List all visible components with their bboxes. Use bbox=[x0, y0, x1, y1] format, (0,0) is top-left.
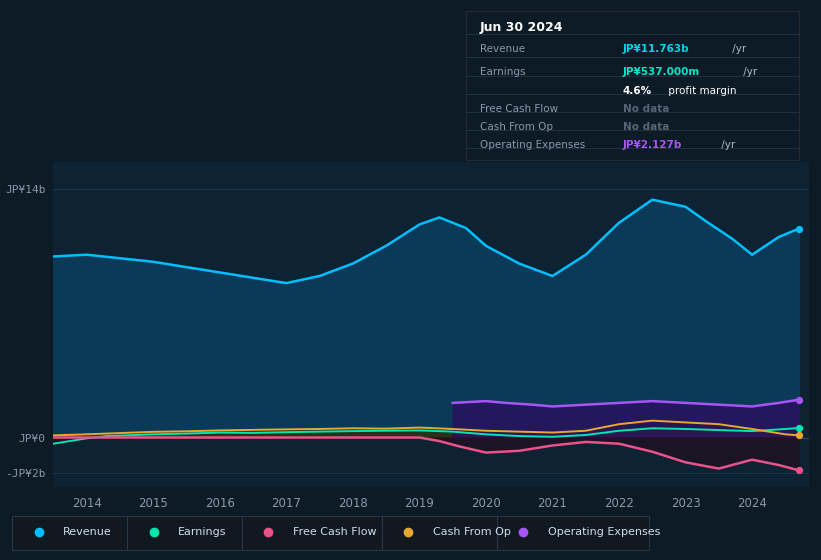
Point bbox=[792, 224, 805, 233]
Point bbox=[792, 466, 805, 475]
Text: /yr: /yr bbox=[740, 67, 757, 77]
Text: 4.6%: 4.6% bbox=[622, 86, 652, 96]
Text: Free Cash Flow: Free Cash Flow bbox=[293, 527, 377, 537]
Text: No data: No data bbox=[622, 104, 669, 114]
FancyBboxPatch shape bbox=[382, 516, 497, 550]
Text: Operating Expenses: Operating Expenses bbox=[548, 527, 660, 537]
Text: Jun 30 2024: Jun 30 2024 bbox=[479, 21, 563, 34]
Text: Earnings: Earnings bbox=[479, 67, 525, 77]
Text: JP¥537.000m: JP¥537.000m bbox=[622, 67, 699, 77]
Text: Operating Expenses: Operating Expenses bbox=[479, 140, 585, 150]
Point bbox=[792, 423, 805, 432]
Text: No data: No data bbox=[622, 122, 669, 132]
Text: Free Cash Flow: Free Cash Flow bbox=[479, 104, 557, 114]
Text: JP¥11.763b: JP¥11.763b bbox=[622, 44, 690, 54]
Text: /yr: /yr bbox=[729, 44, 746, 54]
Text: Revenue: Revenue bbox=[63, 527, 112, 537]
Text: profit margin: profit margin bbox=[665, 86, 736, 96]
Text: Earnings: Earnings bbox=[178, 527, 227, 537]
FancyBboxPatch shape bbox=[12, 516, 127, 550]
Text: /yr: /yr bbox=[718, 140, 736, 150]
FancyBboxPatch shape bbox=[497, 516, 649, 550]
Text: JP¥2.127b: JP¥2.127b bbox=[622, 140, 682, 150]
FancyBboxPatch shape bbox=[127, 516, 242, 550]
Text: Revenue: Revenue bbox=[479, 44, 525, 54]
Point bbox=[792, 395, 805, 404]
FancyBboxPatch shape bbox=[242, 516, 382, 550]
Text: Cash From Op: Cash From Op bbox=[433, 527, 511, 537]
Text: Cash From Op: Cash From Op bbox=[479, 122, 553, 132]
Point bbox=[792, 431, 805, 440]
